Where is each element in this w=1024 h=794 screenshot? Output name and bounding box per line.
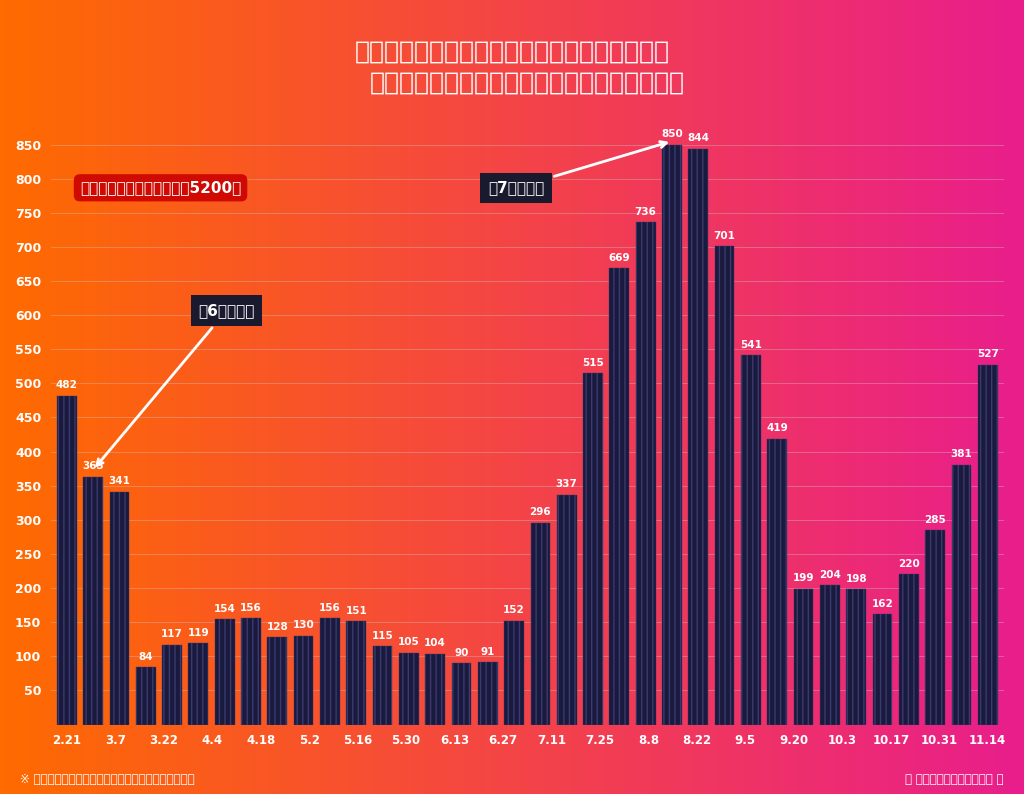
Text: 199: 199 bbox=[793, 573, 814, 584]
Bar bbox=[188, 643, 208, 724]
Text: 736: 736 bbox=[635, 207, 656, 217]
Bar bbox=[872, 614, 892, 724]
Bar bbox=[321, 618, 340, 724]
Bar bbox=[478, 662, 498, 724]
Bar bbox=[83, 477, 103, 724]
Text: 104: 104 bbox=[424, 638, 446, 648]
Text: 【高齢者施設】直近の週毎クラスター発生件数: 【高齢者施設】直近の週毎クラスター発生件数 bbox=[354, 40, 670, 64]
Text: 204: 204 bbox=[819, 570, 841, 580]
Text: 527: 527 bbox=[977, 349, 998, 360]
Text: 151: 151 bbox=[345, 606, 367, 616]
Text: 669: 669 bbox=[608, 252, 630, 263]
Text: 119: 119 bbox=[187, 628, 209, 638]
Bar bbox=[241, 618, 261, 724]
Bar bbox=[951, 464, 972, 724]
Bar bbox=[452, 663, 471, 724]
Text: 91: 91 bbox=[480, 647, 495, 657]
Text: 156: 156 bbox=[319, 603, 341, 613]
Bar bbox=[741, 356, 761, 724]
Bar bbox=[688, 148, 709, 724]
Text: 850: 850 bbox=[662, 129, 683, 139]
Bar bbox=[399, 653, 419, 724]
Bar bbox=[294, 636, 313, 724]
Text: 381: 381 bbox=[950, 449, 973, 459]
Bar bbox=[820, 585, 840, 724]
Text: 第6波ピーク: 第6波ピーク bbox=[97, 303, 255, 465]
Text: 第7波ピーク: 第7波ピーク bbox=[487, 141, 667, 195]
Bar bbox=[136, 667, 156, 724]
Bar bbox=[57, 395, 77, 724]
Bar bbox=[557, 495, 577, 724]
Bar bbox=[425, 653, 445, 724]
Bar bbox=[346, 622, 366, 724]
Bar bbox=[373, 646, 392, 724]
Text: 337: 337 bbox=[556, 479, 578, 489]
Bar bbox=[767, 438, 787, 724]
Bar bbox=[978, 365, 997, 724]
Title: 【高齢者施設】直近の週毎クラスター発生件数: 【高齢者施設】直近の週毎クラスター発生件数 bbox=[370, 71, 685, 94]
Text: 541: 541 bbox=[740, 340, 762, 350]
Bar bbox=[846, 589, 866, 724]
Text: 90: 90 bbox=[455, 648, 469, 657]
Bar bbox=[215, 619, 234, 724]
Text: 115: 115 bbox=[372, 630, 393, 641]
Text: 482: 482 bbox=[56, 380, 78, 390]
Text: ※ 数字はその日付けまでの１週間の発生件数を示す。: ※ 数字はその日付けまでの１週間の発生件数を示す。 bbox=[20, 773, 196, 786]
Bar bbox=[110, 491, 129, 724]
Text: 154: 154 bbox=[214, 604, 236, 614]
Bar bbox=[636, 222, 655, 724]
Text: 419: 419 bbox=[766, 423, 788, 434]
Bar bbox=[162, 645, 182, 724]
Text: 130: 130 bbox=[293, 620, 314, 630]
Bar bbox=[926, 530, 945, 724]
Text: 285: 285 bbox=[925, 515, 946, 525]
Text: 296: 296 bbox=[529, 507, 551, 517]
Text: 363: 363 bbox=[82, 461, 104, 472]
Text: 《 厚労省の発表を基に作成 》: 《 厚労省の発表を基に作成 》 bbox=[905, 773, 1004, 786]
Bar bbox=[583, 373, 603, 724]
Text: 128: 128 bbox=[266, 622, 288, 632]
Text: 701: 701 bbox=[714, 231, 735, 241]
Text: 515: 515 bbox=[583, 357, 604, 368]
Text: これまでの合計件数：１万5200件: これまでの合計件数：１万5200件 bbox=[80, 180, 242, 195]
Bar bbox=[899, 574, 919, 724]
Text: 152: 152 bbox=[503, 605, 525, 615]
Text: 105: 105 bbox=[398, 638, 420, 647]
Text: 84: 84 bbox=[138, 652, 153, 661]
Text: 844: 844 bbox=[687, 133, 710, 143]
Bar bbox=[267, 637, 287, 724]
Bar bbox=[504, 621, 524, 724]
Bar bbox=[663, 145, 682, 724]
Bar bbox=[715, 246, 734, 724]
Bar bbox=[794, 588, 813, 724]
Text: 341: 341 bbox=[109, 476, 130, 487]
Bar bbox=[530, 522, 550, 724]
Bar bbox=[609, 268, 629, 724]
Text: 220: 220 bbox=[898, 559, 920, 569]
Text: 156: 156 bbox=[240, 603, 262, 613]
Text: 162: 162 bbox=[871, 599, 893, 608]
Text: 117: 117 bbox=[161, 629, 183, 639]
Text: 198: 198 bbox=[846, 574, 867, 584]
